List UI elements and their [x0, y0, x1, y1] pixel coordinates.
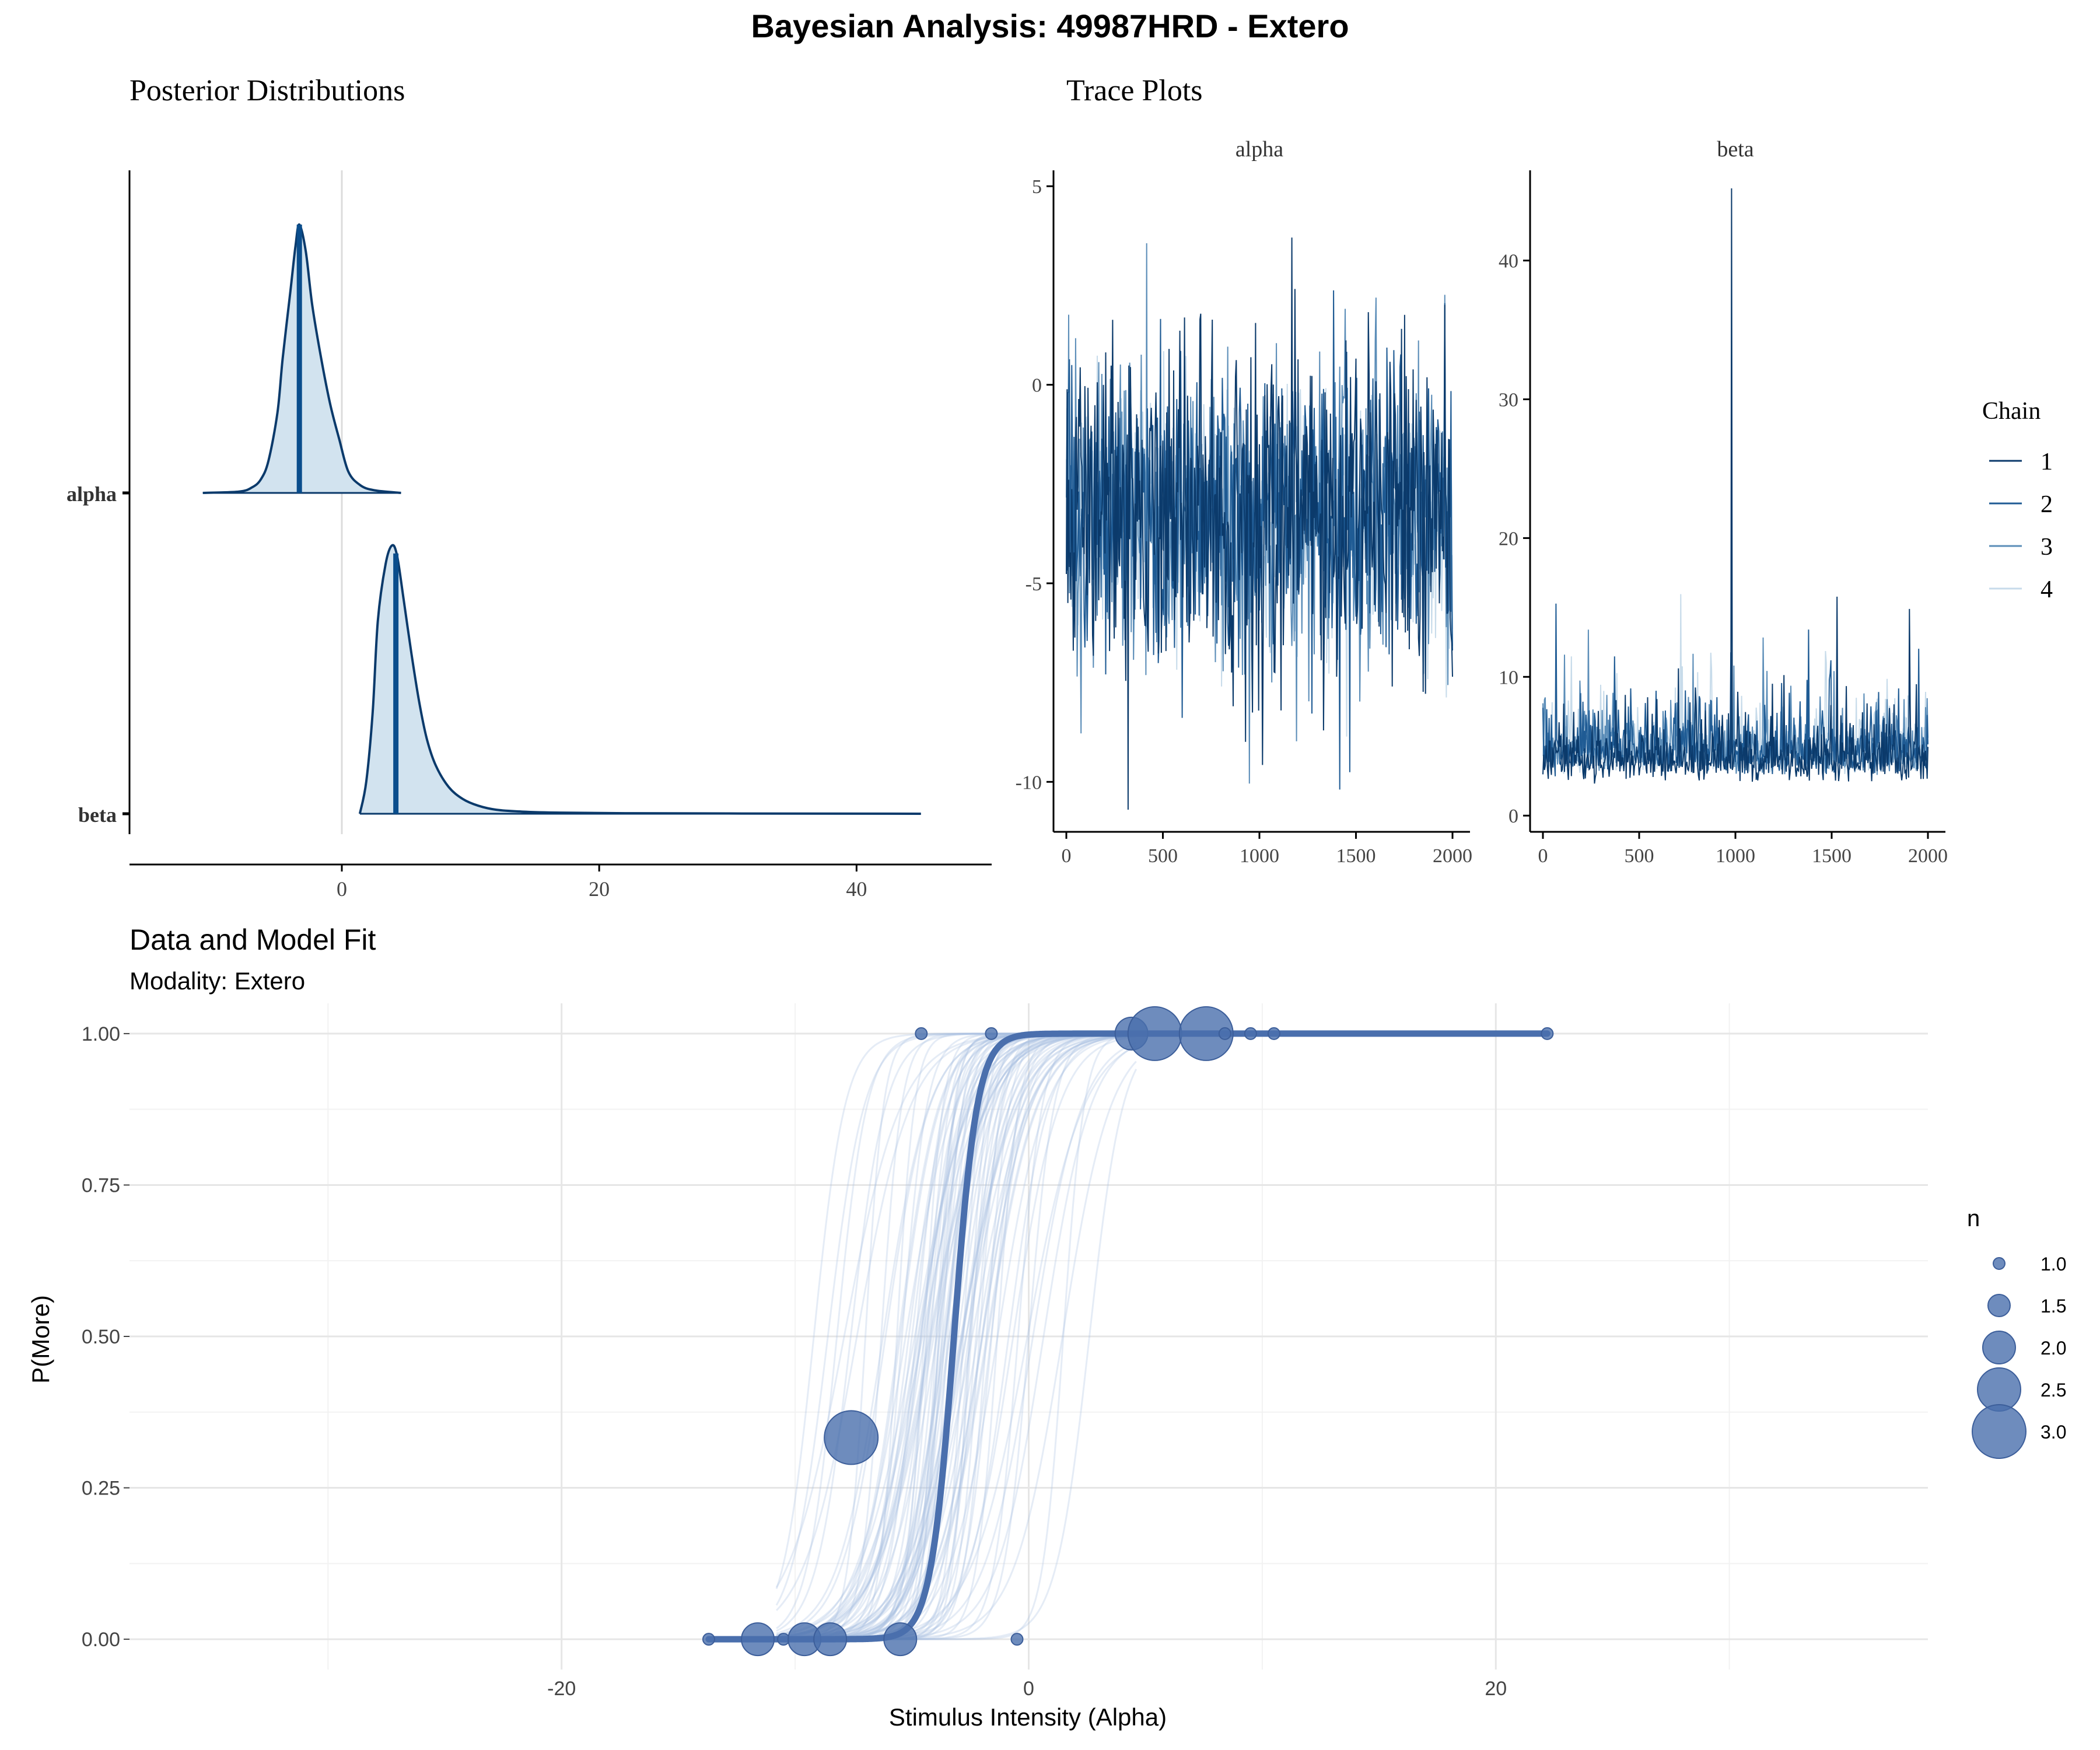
- chain-legend-label-1: 1: [2041, 449, 2053, 475]
- trace-y-tick-label: 10: [1499, 667, 1518, 688]
- trace-chain-1: [1066, 237, 1453, 810]
- chain-legend-title: Chain: [1982, 398, 2041, 425]
- posterior-title: Posterior Distributions: [130, 74, 405, 107]
- data-point: [813, 1622, 848, 1657]
- data-point: [1178, 1006, 1234, 1061]
- fit-x-tick-label: -20: [547, 1678, 576, 1700]
- density-line-beta: [358, 544, 921, 815]
- fit-subtitle: Modality: Extero: [130, 967, 305, 995]
- fit-x-tick-label: 0: [1023, 1678, 1034, 1700]
- facet-label: beta: [1717, 137, 1754, 162]
- fit-y-tick-label: 0.75: [82, 1174, 120, 1196]
- size-legend-title: n: [1967, 1206, 1980, 1231]
- fit-panel: Data and Model Fit Modality: Extero 0.00…: [27, 923, 2066, 1731]
- chain-legend-label-4: 4: [2041, 576, 2053, 603]
- x-tick-label: 0: [337, 877, 347, 901]
- posterior-y-ticks: alpha beta: [66, 482, 130, 827]
- data-point: [1267, 1027, 1280, 1040]
- trace-x-tick-label: 1500: [1812, 845, 1852, 867]
- data-point: [915, 1027, 928, 1040]
- facet-label: alpha: [1236, 137, 1283, 162]
- size-legend-key: [1982, 1331, 2016, 1364]
- trace-y-tick-label: 30: [1499, 390, 1518, 411]
- data-point: [883, 1622, 918, 1657]
- size-legend-label: 3.0: [2041, 1422, 2066, 1443]
- y-tick-label-beta: beta: [78, 803, 117, 827]
- posterior-curve: [776, 1033, 1136, 1638]
- data-points: [702, 1006, 1554, 1657]
- y-tick-label-alpha: alpha: [66, 482, 117, 506]
- data-point: [1244, 1027, 1257, 1040]
- trace-x-tick-label: 1000: [1716, 845, 1755, 867]
- trace-x-tick-label: 2000: [1433, 845, 1472, 867]
- posterior-curve: [776, 1033, 1136, 1637]
- chain-legend: Chain 1 2 3 4: [1982, 398, 2053, 603]
- trace-x-tick-label: 0: [1538, 845, 1548, 867]
- chain-legend-label-3: 3: [2041, 534, 2053, 561]
- trace-y-tick-label: 0: [1032, 375, 1042, 397]
- trace-x-tick-label: 500: [1625, 845, 1654, 867]
- size-legend: n 1.0 1.5 2.0 2.5 3.0: [1967, 1206, 2066, 1459]
- fit-y-tick-label: 1.00: [82, 1023, 120, 1045]
- x-tick-label: 40: [846, 877, 867, 901]
- data-point: [702, 1633, 715, 1646]
- fit-title: Data and Model Fit: [130, 923, 376, 956]
- trace-x-tick-label: 500: [1148, 845, 1178, 867]
- data-point: [1127, 1006, 1182, 1061]
- size-legend-key: [1987, 1294, 2011, 1317]
- trace-y-tick-label: 5: [1032, 176, 1042, 198]
- trace-y-tick-label: 0: [1508, 806, 1518, 827]
- trace-title: Trace Plots: [1066, 74, 1203, 107]
- data-point: [1541, 1027, 1554, 1040]
- size-legend-label: 2.0: [2041, 1338, 2066, 1359]
- trace-facet-alpha: alpha -10 -5 0 5 0 500 1000 1500 2000: [1016, 137, 1472, 867]
- posterior-panel: Posterior Distributions alpha beta 0 20 40: [66, 74, 992, 901]
- data-point: [1010, 1633, 1024, 1646]
- trace-chain-1: [1542, 188, 1929, 784]
- data-point: [824, 1410, 879, 1465]
- fit-y-tick-label: 0.00: [82, 1629, 120, 1651]
- size-legend-label: 1.5: [2041, 1296, 2066, 1317]
- data-point: [741, 1622, 775, 1657]
- figure-title: Bayesian Analysis: 49987HRD - Extero: [751, 8, 1349, 44]
- posterior-curve: [776, 1033, 1136, 1638]
- size-legend-label: 1.0: [2041, 1254, 2066, 1275]
- density-fill-beta: [359, 545, 921, 814]
- fit-x-tick-label: 20: [1485, 1678, 1507, 1700]
- size-legend-label: 2.5: [2041, 1380, 2066, 1401]
- trace-x-tick-label: 0: [1062, 845, 1072, 867]
- trace-x-tick-label: 1000: [1240, 845, 1279, 867]
- posterior-x-ticks: 0 20 40: [337, 864, 867, 901]
- fit-axes: 0.00 0.25 0.50 0.75 1.00 -20 0 20: [82, 1023, 1507, 1700]
- trace-x-tick-label: 1500: [1336, 845, 1376, 867]
- data-point: [985, 1027, 998, 1040]
- fit-x-label: Stimulus Intensity (Alpha): [889, 1703, 1167, 1731]
- data-point: [1218, 1027, 1231, 1040]
- trace-y-tick-label: 20: [1499, 528, 1518, 550]
- fit-y-label: P(More): [27, 1295, 54, 1384]
- size-legend-key: [1993, 1257, 2006, 1270]
- posterior-curve: [776, 1033, 1136, 1638]
- posterior-densities: [202, 223, 921, 815]
- x-tick-label: 20: [589, 877, 610, 901]
- trace-y-tick-label: -10: [1016, 772, 1042, 793]
- chain-legend-label-2: 2: [2041, 491, 2053, 518]
- fit-y-tick-label: 0.50: [82, 1326, 120, 1348]
- trace-y-tick-label: -5: [1026, 573, 1042, 595]
- trace-x-tick-label: 2000: [1908, 845, 1948, 867]
- fit-gridlines: [130, 1003, 1928, 1670]
- size-legend-key: [1972, 1404, 2027, 1459]
- trace-y-tick-label: 40: [1499, 251, 1518, 272]
- trace-facet-beta: beta 0 10 20 30 40 0 500 1000 1500 2000: [1499, 137, 1948, 867]
- fit-y-tick-label: 0.25: [82, 1478, 120, 1500]
- data-point: [777, 1633, 790, 1646]
